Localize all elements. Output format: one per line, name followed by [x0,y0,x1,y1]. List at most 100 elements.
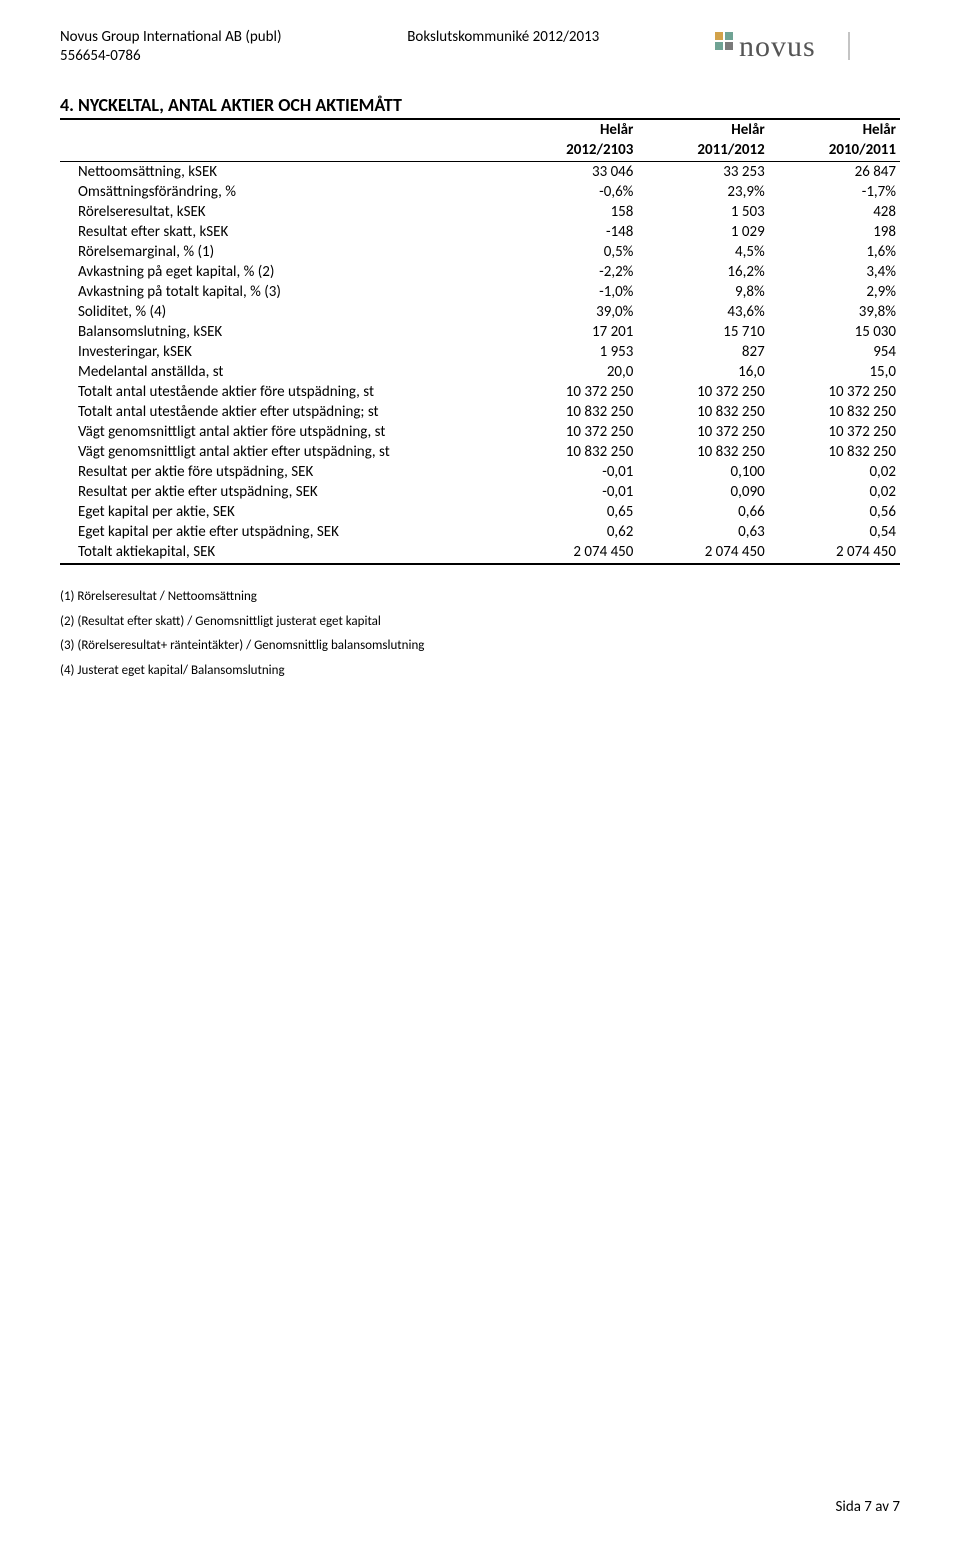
table-row: Totalt aktiekapital, SEK2 074 4502 074 4… [60,542,900,564]
table-row: Resultat efter skatt, kSEK-1481 029198 [60,222,900,242]
col-year-1: 2012/2103 [506,140,637,162]
footnote-line: (4) Justerat eget kapital/ Balansomslutn… [60,659,900,684]
cell-value: 2,9% [769,282,900,302]
row-label: Resultat per aktie före utspädning, SEK [60,462,506,482]
table-row: Vägt genomsnittligt antal aktier efter u… [60,442,900,462]
table-row: Resultat per aktie före utspädning, SEK-… [60,462,900,482]
cell-value: 33 253 [637,162,768,183]
col-year-3: 2010/2011 [769,140,900,162]
cell-value: 9,8% [637,282,768,302]
cell-value: 10 832 250 [769,402,900,422]
table-row: Vägt genomsnittligt antal aktier före ut… [60,422,900,442]
row-label: Totalt antal utestående aktier efter uts… [60,402,506,422]
cell-value: -1,0% [506,282,637,302]
cell-value: 0,100 [637,462,768,482]
header-left: Novus Group International AB (publ) 5566… [60,28,282,66]
cell-value: 16,0 [637,362,768,382]
cell-value: 0,090 [637,482,768,502]
cell-value: 0,5% [506,242,637,262]
cell-value: 0,65 [506,502,637,522]
key-figures-table: Helår Helår Helår 2012/2103 2011/2012 20… [60,118,900,565]
cell-value: 2 074 450 [769,542,900,564]
footnote-line: (3) (Rörelseresultat+ ränteintäkter) / G… [60,634,900,659]
cell-value: 0,02 [769,482,900,502]
row-label: Soliditet, % (4) [60,302,506,322]
row-label: Eget kapital per aktie, SEK [60,502,506,522]
logo: novus [715,28,900,66]
cell-value: 10 832 250 [506,402,637,422]
company-orgnr: 556654-0786 [60,47,282,66]
row-label: Vägt genomsnittligt antal aktier före ut… [60,422,506,442]
row-label: Investeringar, kSEK [60,342,506,362]
row-label: Resultat efter skatt, kSEK [60,222,506,242]
row-label: Eget kapital per aktie efter utspädning,… [60,522,506,542]
table-row: Totalt antal utestående aktier efter uts… [60,402,900,422]
row-label: Resultat per aktie efter utspädning, SEK [60,482,506,502]
footnote-line: (1) Rörelseresultat / Nettoomsättning [60,585,900,610]
row-label: Totalt aktiekapital, SEK [60,542,506,564]
col-year-2: 2011/2012 [637,140,768,162]
cell-value: 2 074 450 [506,542,637,564]
col-period-2: Helår [637,119,768,140]
table-row: Avkastning på eget kapital, % (2)-2,2%16… [60,262,900,282]
cell-value: 3,4% [769,262,900,282]
cell-value: 10 372 250 [506,382,637,402]
cell-value: 428 [769,202,900,222]
cell-value: 0,54 [769,522,900,542]
cell-value: 198 [769,222,900,242]
cell-value: 15 030 [769,322,900,342]
cell-value: 33 046 [506,162,637,183]
row-label: Omsättningsförändring, % [60,182,506,202]
row-label: Avkastning på totalt kapital, % (3) [60,282,506,302]
table-row: Resultat per aktie efter utspädning, SEK… [60,482,900,502]
footnote-line: (2) (Resultat efter skatt) / Genomsnittl… [60,610,900,635]
cell-value: 20,0 [506,362,637,382]
row-label: Totalt antal utestående aktier före utsp… [60,382,506,402]
cell-value: 17 201 [506,322,637,342]
cell-value: 10 372 250 [506,422,637,442]
table-row: Nettoomsättning, kSEK33 04633 25326 847 [60,162,900,183]
row-label: Avkastning på eget kapital, % (2) [60,262,506,282]
cell-value: 1 953 [506,342,637,362]
cell-value: 15,0 [769,362,900,382]
cell-value: 15 710 [637,322,768,342]
table-row: Totalt antal utestående aktier före utsp… [60,382,900,402]
table-row: Eget kapital per aktie efter utspädning,… [60,522,900,542]
cell-value: 1 503 [637,202,768,222]
row-label: Balansomslutning, kSEK [60,322,506,342]
cell-value: 158 [506,202,637,222]
col-blank-2 [60,140,506,162]
cell-value: 43,6% [637,302,768,322]
cell-value: 1 029 [637,222,768,242]
company-name: Novus Group International AB (publ) [60,28,282,47]
row-label: Medelantal anställda, st [60,362,506,382]
col-period-1: Helår [506,119,637,140]
row-label: Rörelseresultat, kSEK [60,202,506,222]
table-row: Eget kapital per aktie, SEK0,650,660,56 [60,502,900,522]
table-row: Soliditet, % (4)39,0%43,6%39,8% [60,302,900,322]
table-row: Rörelseresultat, kSEK1581 503428 [60,202,900,222]
cell-value: 39,0% [506,302,637,322]
table-row: Investeringar, kSEK1 953827954 [60,342,900,362]
table-row: Omsättningsförändring, %-0,6%23,9%-1,7% [60,182,900,202]
table-row: Avkastning på totalt kapital, % (3)-1,0%… [60,282,900,302]
cell-value: 2 074 450 [637,542,768,564]
footnotes: (1) Rörelseresultat / Nettoomsättning(2)… [60,585,900,684]
cell-value: 954 [769,342,900,362]
cell-value: 26 847 [769,162,900,183]
cell-value: 10 832 250 [637,442,768,462]
col-blank [60,119,506,140]
cell-value: 10 832 250 [637,402,768,422]
cell-value: 0,63 [637,522,768,542]
cell-value: 0,62 [506,522,637,542]
cell-value: -148 [506,222,637,242]
cell-value: 10 832 250 [506,442,637,462]
cell-value: -1,7% [769,182,900,202]
table-row: Rörelsemarginal, % (1)0,5%4,5%1,6% [60,242,900,262]
page-header: Novus Group International AB (publ) 5566… [60,28,900,66]
row-label: Vägt genomsnittligt antal aktier efter u… [60,442,506,462]
col-period-3: Helår [769,119,900,140]
cell-value: 10 372 250 [637,422,768,442]
cell-value: 1,6% [769,242,900,262]
row-label: Rörelsemarginal, % (1) [60,242,506,262]
